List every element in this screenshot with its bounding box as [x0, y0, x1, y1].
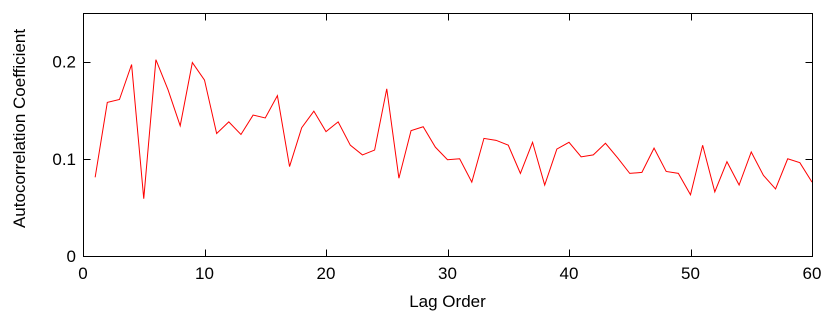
x-tick-label: 20	[317, 264, 336, 283]
plot-frame	[83, 13, 813, 257]
x-tick-label: 40	[560, 264, 579, 283]
x-tick-label: 30	[438, 264, 457, 283]
y-tick-label: 0.2	[52, 53, 76, 72]
x-tick-label: 0	[78, 264, 87, 283]
x-tick-label: 60	[803, 264, 822, 283]
series-line	[94, 59, 813, 199]
ticks-layer	[83, 13, 813, 257]
y-axis-label: Autocorrelation Coefficient	[10, 29, 29, 228]
x-axis-label: Lag Order	[409, 292, 486, 311]
x-tick-label: 10	[195, 264, 214, 283]
tick-labels-layer: 0 10 20 30 40 50 60 0 0.1 0.2	[52, 53, 821, 283]
y-tick-label: 0	[67, 247, 76, 266]
y-tick-label: 0.1	[52, 150, 76, 169]
x-tick-label: 50	[681, 264, 700, 283]
